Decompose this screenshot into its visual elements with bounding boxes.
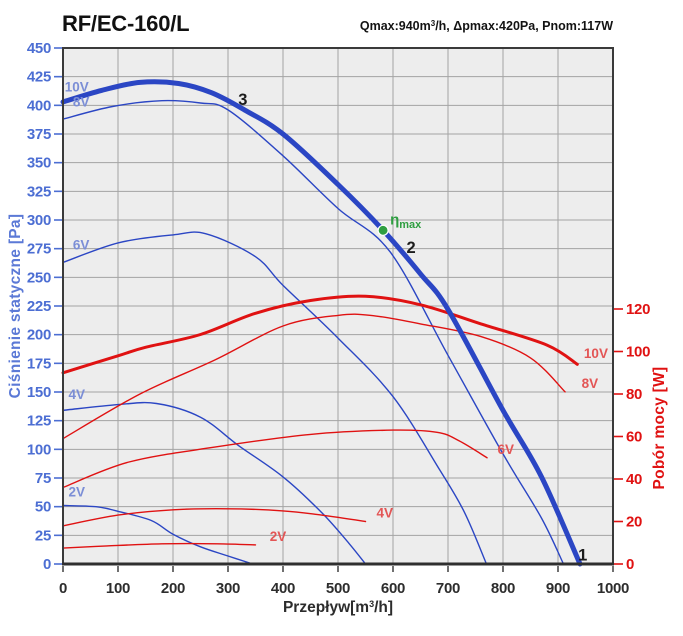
curve-pressure-4V (62, 401, 367, 565)
curve-pressure-2V (62, 504, 254, 565)
bottom-axis-tick-label: 100 (106, 580, 130, 597)
specs-prefix: Qmax:940m (359, 19, 431, 33)
left-axis-tick-label: 25 (35, 527, 51, 544)
page-title: RF/EC-160/L (62, 11, 190, 36)
curve-pressure-8V (62, 99, 565, 565)
right-axis-tick-label: 80 (626, 386, 642, 403)
bottom-axis-tick-label: 400 (271, 580, 295, 597)
pressure-curve-label-8V: 8V (73, 94, 90, 109)
power-curve-label-2V: 2V (270, 529, 287, 544)
bottom-axis-tick-label: 700 (436, 580, 460, 597)
left-axis-tick-label: 175 (27, 355, 51, 372)
x-axis-title-prefix: Przepływ[m (282, 599, 370, 616)
point-marker-1: 1 (578, 546, 587, 564)
bottom-axis-tick-label: 1000 (597, 580, 629, 597)
left-axis-tick-label: 225 (27, 298, 51, 315)
specs-superscript: 3 (430, 19, 436, 28)
left-axis-tick-label: 150 (27, 384, 51, 401)
left-axis-tick-label: 425 (27, 69, 51, 86)
bottom-axis-tick-label: 600 (381, 580, 405, 597)
right-axis-tick-label: 0 (626, 556, 634, 573)
bottom-axis-tick-label: 900 (546, 580, 570, 597)
curve-pressure-6V (62, 231, 488, 565)
bottom-axis-tick-label: 500 (326, 580, 350, 597)
left-axis-tick-label: 375 (27, 126, 51, 143)
point-marker-2: 2 (407, 239, 416, 257)
x-axis-title: Przepływ[m3/h] (283, 599, 393, 617)
right-axis-tick-label: 40 (626, 471, 642, 488)
power-curve-label-6V: 6V (497, 442, 514, 457)
bottom-axis-tick-label: 200 (161, 580, 185, 597)
eta-max-point (377, 224, 389, 236)
left-axis-tick-label: 0 (43, 556, 51, 573)
x-axis-title-superscript: 3 (369, 599, 375, 609)
pressure-curve-label-6V: 6V (73, 238, 90, 253)
pressure-curve-label-2V: 2V (68, 484, 85, 499)
pressure-curve-label-10V: 10V (65, 79, 89, 94)
left-axis-tick-label: 275 (27, 241, 51, 258)
curve-power-10V (61, 294, 579, 375)
x-axis-title-suffix: /h] (374, 599, 394, 616)
left-axis-tick-label: 200 (27, 327, 51, 344)
curve-power-2V (62, 542, 257, 549)
left-axis-tick-label: 350 (27, 155, 51, 172)
right-axis-tick-label: 120 (626, 301, 650, 318)
left-axis-tick-label: 50 (35, 499, 51, 516)
power-curve-label-8V: 8V (582, 376, 599, 391)
left-axis-tick-label: 300 (27, 212, 51, 229)
power-curve-label-4V: 4V (376, 506, 393, 521)
left-axis-tick-label: 100 (27, 441, 51, 458)
left-axis-tick-label: 450 (27, 40, 51, 57)
right-axis-tick-label: 100 (626, 344, 650, 361)
left-axis-tick-label: 75 (35, 470, 51, 487)
curve-pressure-10V (60, 79, 583, 567)
left-axis-title: Ciśnienie statyczne [Pa] (7, 214, 24, 399)
specs-suffix: /h, Δpmax:420Pa, Pnom:117W (435, 19, 613, 33)
specs-line: Qmax:940m3/h, Δpmax:420Pa, Pnom:117W (360, 19, 613, 33)
left-axis-tick-label: 125 (27, 413, 51, 430)
left-axis-tick-label: 250 (27, 269, 51, 286)
right-axis-tick-label: 60 (626, 429, 642, 446)
curve-power-6V (62, 429, 488, 489)
pressure-curve-label-4V: 4V (68, 387, 85, 402)
curve-power-8V (62, 313, 566, 440)
bottom-axis-tick-label: 800 (491, 580, 515, 597)
curve-power-4V (62, 508, 367, 527)
left-axis-tick-label: 325 (27, 183, 51, 200)
power-curve-label-10V: 10V (584, 346, 608, 361)
bottom-axis-tick-label: 0 (59, 580, 67, 597)
eta-max-label: ηmax (390, 211, 422, 231)
bottom-axis-tick-label: 300 (216, 580, 240, 597)
right-axis-title: Pobór mocy [W] (651, 366, 668, 489)
left-axis-tick-label: 400 (27, 97, 51, 114)
point-marker-3: 3 (238, 91, 247, 109)
right-axis-tick-label: 20 (626, 514, 642, 531)
